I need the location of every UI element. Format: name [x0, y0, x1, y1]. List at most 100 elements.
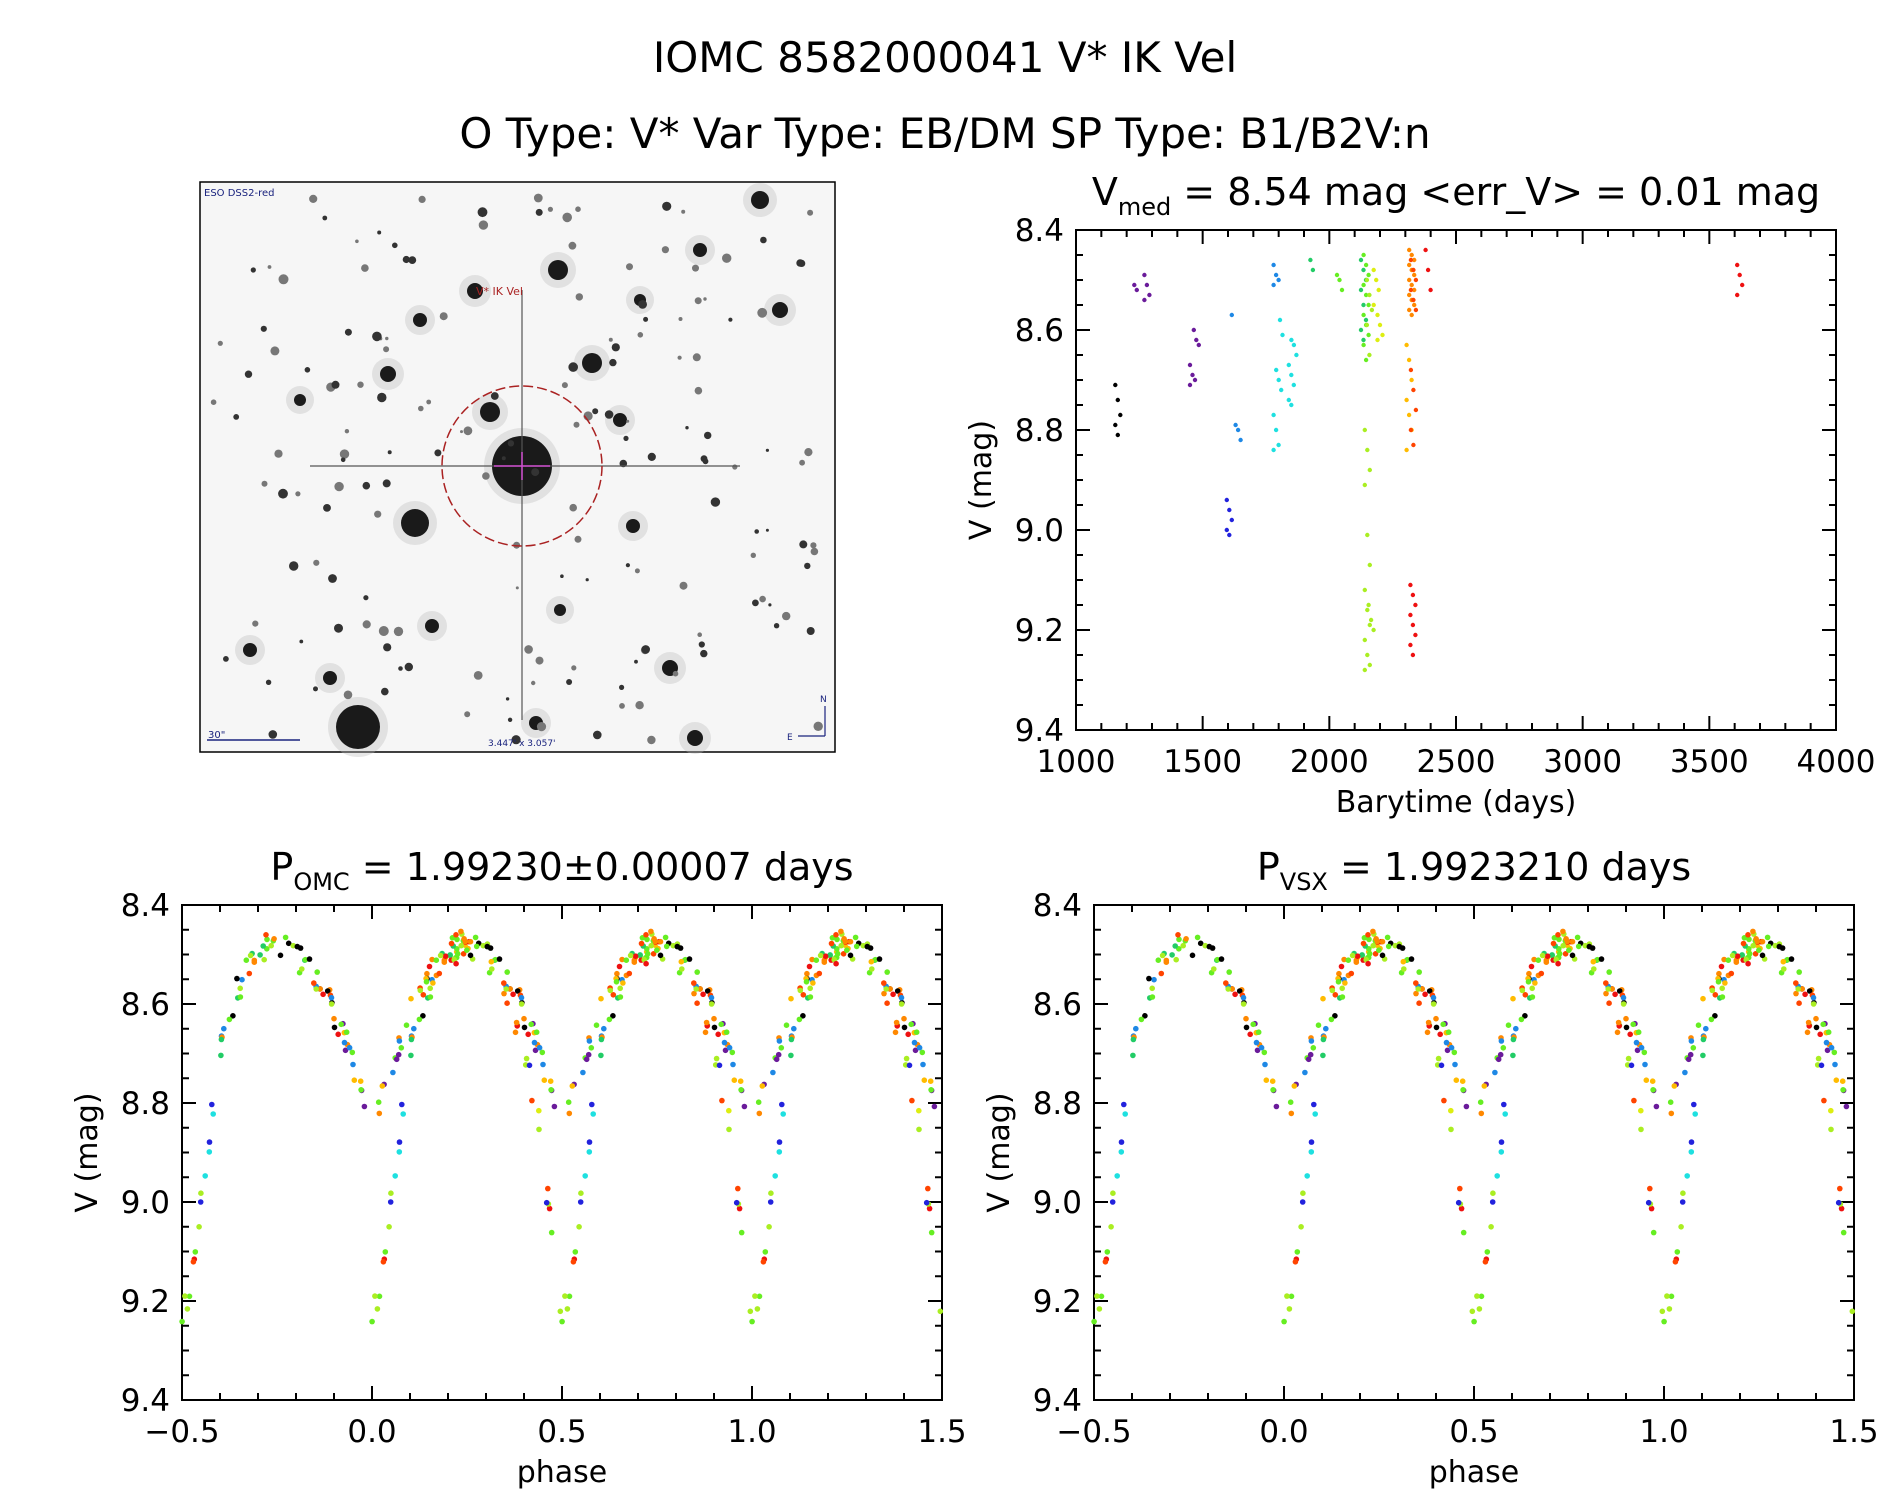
- data-point: [230, 1013, 236, 1019]
- data-point: [1718, 963, 1725, 970]
- data-point: [1484, 1249, 1491, 1255]
- data-point: [844, 947, 850, 953]
- data-point: [1620, 994, 1627, 1001]
- data-point: [578, 1190, 584, 1196]
- data-point: [1408, 612, 1413, 618]
- data-point: [400, 1111, 407, 1117]
- data-point: [1361, 252, 1366, 258]
- data-point: [569, 1083, 576, 1089]
- data-point: [1288, 1293, 1295, 1300]
- data-point: [264, 936, 270, 943]
- data-point: [1361, 302, 1366, 308]
- finder-star: [535, 208, 543, 216]
- data-point: [637, 952, 643, 958]
- data-point: [1255, 1029, 1262, 1035]
- east-label: E: [787, 733, 793, 743]
- data-point: [1721, 956, 1727, 963]
- data-point: [638, 940, 645, 947]
- finder-star: [274, 449, 283, 458]
- finder-star: [562, 212, 572, 223]
- data-point: [429, 956, 435, 963]
- finder-star: [638, 300, 647, 309]
- data-point: [884, 1000, 890, 1006]
- data-point: [209, 1101, 215, 1108]
- data-point: [1489, 1199, 1496, 1205]
- data-point: [828, 940, 835, 947]
- data-point: [767, 1199, 774, 1205]
- data-point: [243, 957, 250, 963]
- finder-star: [511, 735, 521, 745]
- data-point: [1685, 1056, 1692, 1063]
- data-point: [925, 1185, 931, 1192]
- x-tick-label: −0.5: [144, 1414, 219, 1450]
- data-point: [1671, 1083, 1678, 1089]
- data-point: [632, 953, 639, 959]
- data-point: [853, 943, 860, 950]
- data-point: [1739, 952, 1745, 958]
- data-point: [610, 1013, 616, 1019]
- data-point: [1224, 527, 1230, 533]
- data-point: [1606, 1000, 1612, 1006]
- data-point: [1433, 1015, 1439, 1022]
- data-point: [545, 1185, 551, 1192]
- data-point: [1332, 992, 1339, 998]
- data-point: [1776, 943, 1783, 950]
- data-point: [399, 1101, 405, 1108]
- data-point: [488, 958, 495, 965]
- data-point: [1735, 262, 1740, 268]
- finder-star: [732, 464, 738, 470]
- data-point: [807, 985, 813, 992]
- data-point: [678, 958, 685, 965]
- data-point: [1365, 447, 1370, 453]
- data-point: [617, 985, 623, 992]
- data-point: [1419, 986, 1425, 992]
- data-point: [1240, 1001, 1247, 1007]
- data-point: [1631, 1097, 1637, 1104]
- data-point: [1522, 1013, 1528, 1019]
- data-point: [341, 1039, 348, 1046]
- data-point: [1337, 277, 1342, 283]
- finder-star: [477, 207, 488, 218]
- data-point: [756, 1110, 763, 1117]
- data-point: [703, 1019, 710, 1026]
- data-point: [797, 987, 804, 994]
- data-point: [1261, 1049, 1268, 1056]
- finder-star: [304, 367, 311, 373]
- data-point: [436, 970, 443, 977]
- data-point: [1169, 952, 1175, 958]
- data-point: [722, 1047, 729, 1054]
- finder-star: [574, 535, 582, 543]
- data-point: [396, 1038, 403, 1044]
- data-point: [648, 928, 654, 935]
- data-point: [1380, 332, 1385, 338]
- data-point: [1645, 1199, 1652, 1206]
- data-point: [525, 1031, 531, 1038]
- finder-star: [328, 574, 337, 583]
- finder-star: [804, 562, 811, 570]
- data-point: [453, 960, 459, 967]
- data-point: [1227, 507, 1232, 513]
- data-point: [1562, 951, 1569, 957]
- data-point: [1365, 960, 1371, 967]
- data-point: [246, 970, 253, 977]
- data-point: [1642, 1061, 1648, 1068]
- data-point: [1409, 252, 1414, 258]
- data-point: [390, 1069, 396, 1076]
- data-point: [206, 1149, 213, 1155]
- finder-star: [343, 690, 353, 700]
- data-point: [331, 1015, 337, 1022]
- data-point: [1367, 467, 1373, 473]
- y-axis-label: V (mag): [964, 420, 999, 540]
- data-point: [247, 952, 254, 959]
- finder-star: [260, 325, 267, 332]
- finder-star: [662, 201, 672, 211]
- finder-star: [336, 705, 380, 749]
- data-point: [1471, 1318, 1477, 1325]
- data-point: [1539, 952, 1546, 959]
- data-point: [1690, 1045, 1697, 1051]
- x-tick-label: 1500: [1163, 744, 1242, 780]
- y-tick-label: 9.2: [121, 1284, 170, 1320]
- data-point: [735, 1185, 741, 1192]
- data-point: [1633, 1039, 1640, 1046]
- finder-star: [344, 328, 352, 336]
